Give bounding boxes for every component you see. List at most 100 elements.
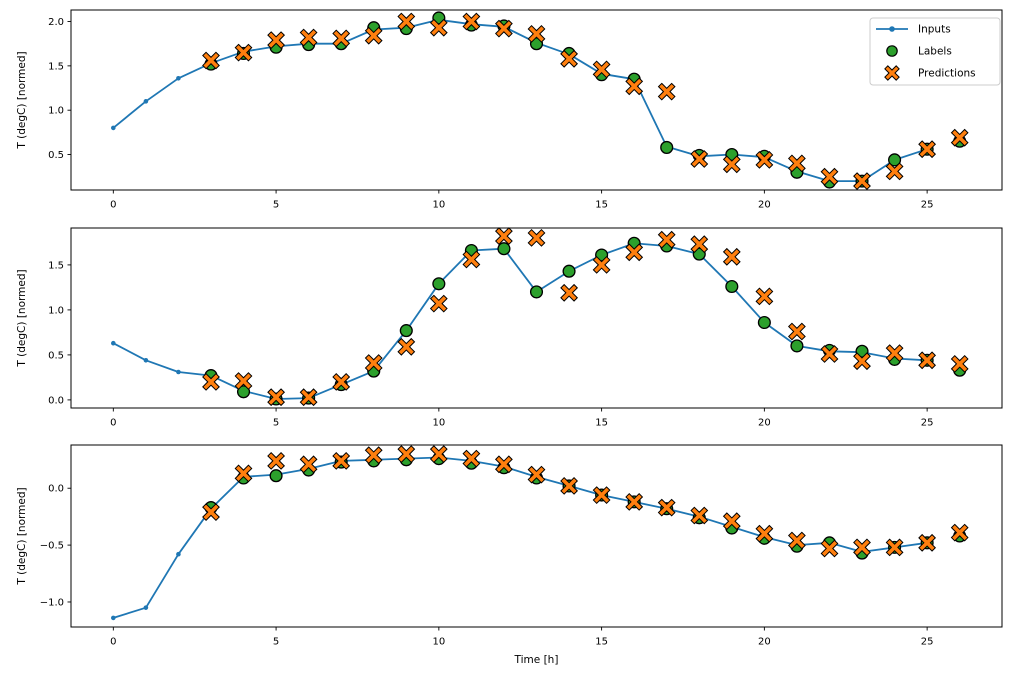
prediction-point [462,449,481,468]
y-axis-label: T (degC) [normed] [16,487,28,585]
x-tick-label: 20 [758,200,771,211]
inputs-point [176,369,181,375]
prediction-point [690,506,709,525]
legend-label: Predictions [918,68,976,80]
prediction-point [722,155,741,174]
label-point [855,344,869,358]
prediction-point [625,77,644,96]
y-tick-label: 1.0 [48,106,64,117]
prediction-point [560,283,579,302]
y-axis-label: T (degC) [normed] [16,51,28,149]
prediction-point [234,43,253,62]
prediction-point [885,538,904,557]
prediction-point [494,227,513,246]
prediction-point [690,235,709,254]
prediction-point [885,162,904,181]
prediction-point [918,351,937,370]
prediction-point [885,344,904,363]
prediction-point [364,354,383,372]
prediction-point [202,51,220,70]
prediction-point [332,372,351,391]
prediction-point [657,498,676,517]
label-point [692,247,706,261]
prediction-point [625,492,644,511]
prediction-point [918,533,937,552]
label-point [399,324,413,338]
inputs-point [143,605,149,610]
legend-x-sample [884,65,900,81]
prediction-point [853,538,871,557]
prediction-point [820,539,839,558]
prediction-point [429,18,448,37]
prediction-point [494,455,513,474]
prediction-point [397,337,416,356]
x-axis-label: Time [h] [514,654,559,666]
label-point [529,285,544,299]
prediction-point [950,354,969,373]
prediction-point [299,28,318,47]
prediction-point [234,464,253,483]
prediction-point [950,128,969,147]
inputs-line [113,456,928,619]
y-axis-label: T (degC) [normed] [16,269,28,367]
prediction-point [918,140,937,159]
x-tick-label: 5 [273,200,279,211]
axes-box [70,227,1003,409]
legend-entry: Inputs [876,24,951,36]
prediction-point [950,523,969,542]
prediction-point [787,531,806,550]
label-point [497,242,511,256]
prediction-point [722,247,741,266]
y-tick-label: 1.0 [48,305,64,316]
y-tick-label: 1.5 [48,61,64,72]
prediction-point [657,230,676,249]
axes-box [70,9,1003,191]
prediction-point [690,150,709,168]
inputs-point [143,99,149,104]
prediction-point [527,465,546,484]
x-tick-label: 0 [110,637,116,648]
prediction-point [462,250,481,269]
x-tick-label: 15 [595,200,608,211]
y-tick-label: 0.5 [48,350,64,361]
label-point [562,264,576,278]
prediction-point [267,451,286,470]
prediction-point [853,172,871,191]
x-tick-label: 0 [110,418,116,429]
inputs-point [111,615,116,621]
prediction-point [560,476,579,495]
inputs-point [176,551,181,557]
label-point [660,140,674,154]
prediction-point [202,372,220,391]
prediction-point [429,294,448,313]
prediction-point [397,445,416,464]
legend-box [869,17,1001,86]
prediction-point [332,451,351,470]
x-tick-label: 10 [432,418,445,429]
legend-circle-sample [886,45,898,57]
prediction-point [560,49,579,68]
label-point [432,277,446,291]
subplot-middle: 0 5 10 15 20 25 0.0 0.5 1.0 1.5 T (degC) [normed] [16,227,1003,429]
prediction-point [267,388,286,407]
x-tick-label: 20 [758,637,771,648]
prediction-point [397,12,416,31]
x-tick-label: 5 [273,418,279,429]
subplot-top: 0 5 10 15 20 25 0.5 1.0 1.5 2.0 T (degC) [normed] [16,9,1003,211]
x-tick-label: 0 [110,200,116,211]
label-point [757,315,771,330]
x-tick-label: 25 [921,637,934,648]
prediction-point [202,503,220,522]
x-tick-label: 10 [432,200,445,211]
inputs-point [111,340,116,346]
legend-dot-sample [889,26,895,32]
prediction-point [657,82,676,101]
y-tick-label: 2.0 [48,17,64,28]
x-tick-label: 25 [921,418,934,429]
y-tick-label: 0.0 [48,395,64,406]
y-tick-label: −1.0 [40,597,64,608]
x-tick-label: 15 [595,418,608,429]
prediction-point [299,388,318,407]
